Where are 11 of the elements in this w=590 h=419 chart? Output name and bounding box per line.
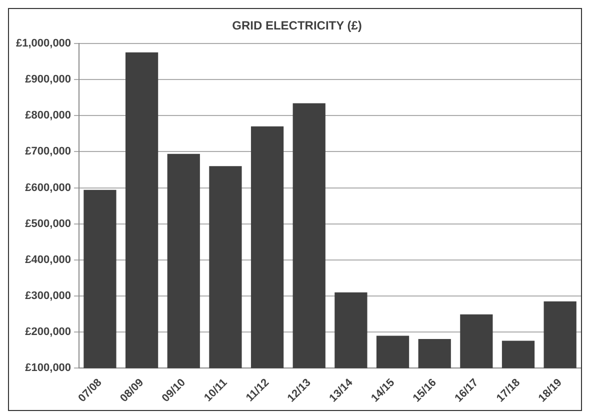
y-tick-label: £200,000 bbox=[25, 326, 72, 338]
y-tick-label: £500,000 bbox=[25, 218, 72, 230]
y-tick-label: £700,000 bbox=[25, 146, 72, 158]
y-tick-label: £300,000 bbox=[25, 290, 72, 302]
y-tick-label: £400,000 bbox=[25, 254, 72, 266]
y-tick-label: £600,000 bbox=[25, 182, 72, 194]
y-tick-label: £100,000 bbox=[25, 362, 72, 374]
y-tick-label: £1,000,000 bbox=[16, 37, 72, 50]
y-tick-label: £900,000 bbox=[25, 74, 72, 86]
chart-title: GRID ELECTRICITY (£) bbox=[232, 18, 362, 33]
y-tick-label: £800,000 bbox=[25, 110, 72, 122]
